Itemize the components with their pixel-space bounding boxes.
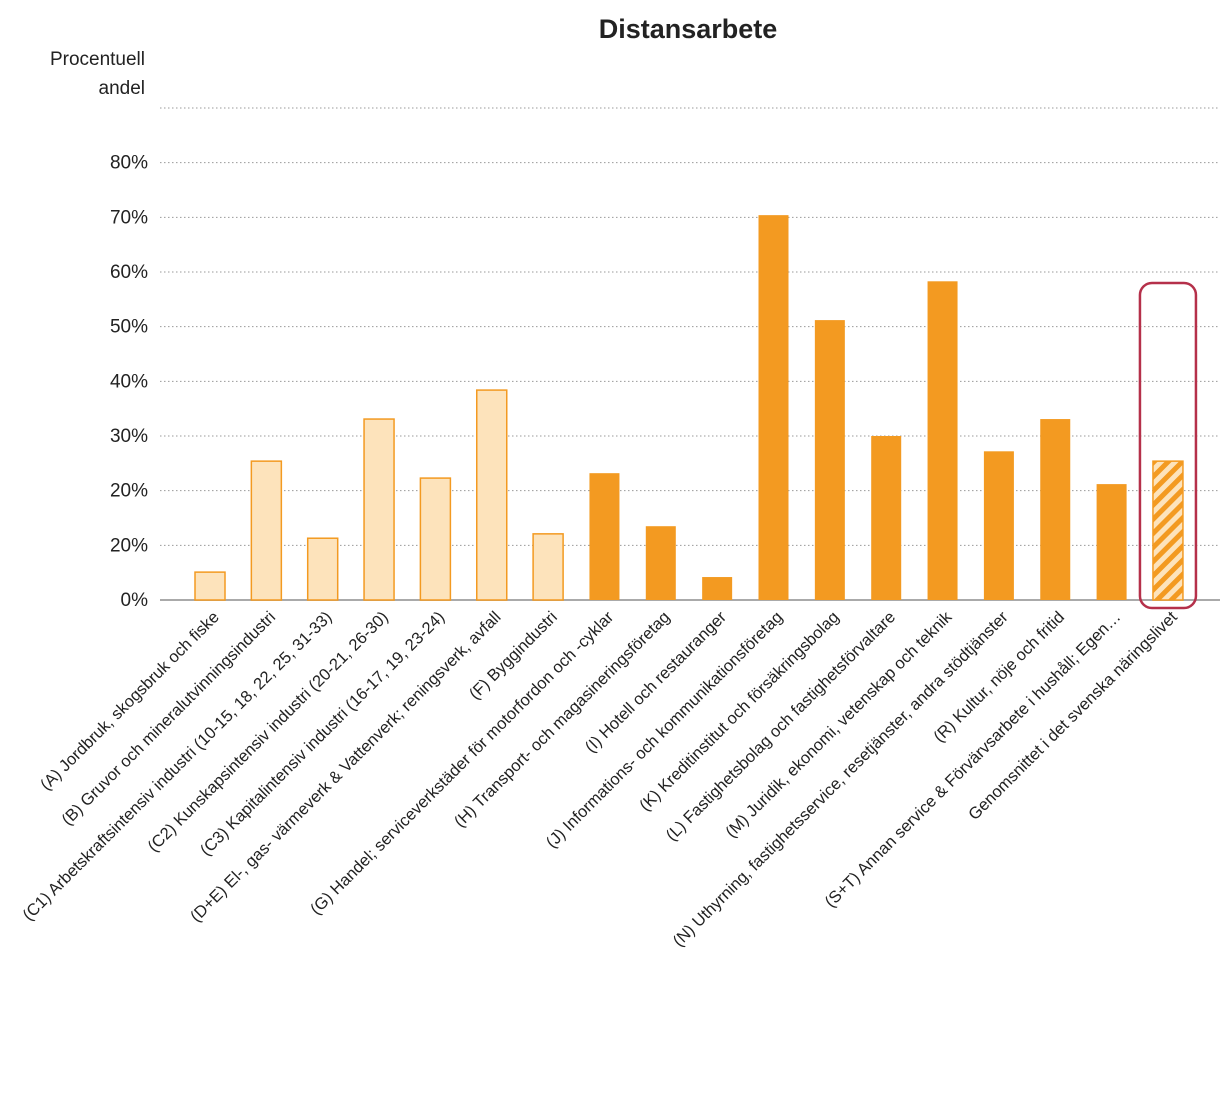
bar (363, 418, 395, 601)
chart-title: Distansarbete (599, 14, 778, 44)
x-tick-label: Genomsnittet i det svenska näringslivet (965, 608, 1181, 824)
bar (871, 436, 902, 600)
y-tick-label: 30% (110, 426, 148, 447)
bar (702, 577, 733, 600)
y-tick-label: 40% (110, 371, 148, 392)
bar (758, 215, 789, 600)
bar (927, 281, 958, 600)
bar (419, 477, 452, 601)
x-tick-label: (B) Gruvor och mineralutvinningsindustri (58, 608, 279, 829)
y-axis-label: andel (99, 78, 146, 99)
bar (983, 451, 1014, 600)
bar (589, 473, 620, 600)
highlight-box (1138, 281, 1198, 610)
y-tick-label: 0% (121, 590, 149, 611)
bar (1040, 419, 1071, 600)
y-tick-label: 60% (110, 262, 148, 283)
bar (194, 571, 226, 601)
y-tick-label: 20% (110, 535, 148, 556)
y-tick-label: 50% (110, 317, 148, 338)
bar (476, 389, 508, 601)
y-axis-label: Procentuell (50, 49, 145, 70)
bar (532, 533, 564, 601)
y-tick-label: 20% (110, 481, 148, 502)
y-tick-label: 70% (110, 207, 148, 228)
x-tick-label: (K) Kreditinstitut och försäkringsbolag (636, 608, 843, 815)
y-tick-label: 80% (110, 153, 148, 174)
bar (814, 320, 845, 600)
bar (1096, 484, 1127, 600)
bar (250, 460, 283, 601)
bar (645, 526, 676, 600)
bar (1152, 460, 1184, 601)
bar (306, 537, 339, 601)
